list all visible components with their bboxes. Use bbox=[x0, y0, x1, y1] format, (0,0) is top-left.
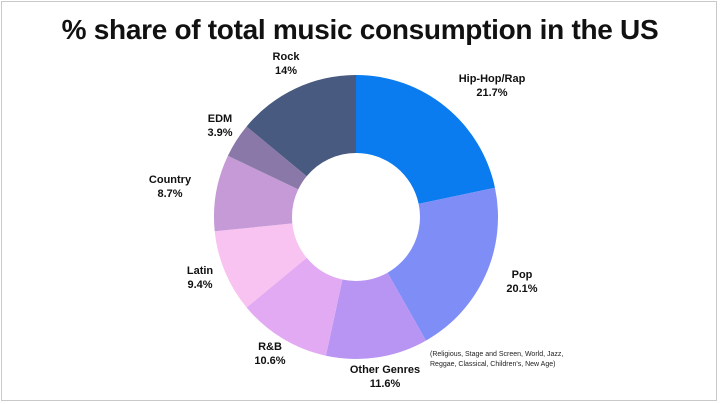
slice-name: EDM bbox=[207, 113, 233, 125]
slice-name: Pop bbox=[511, 269, 533, 281]
donut-slice-rock bbox=[246, 75, 356, 177]
donut-slice-other-genres bbox=[325, 272, 426, 359]
donut-slice-r-b bbox=[246, 257, 343, 356]
slice-name: Rock bbox=[272, 51, 300, 63]
slice-label-edm: EDM 3.9% bbox=[190, 112, 250, 140]
donut-slice-edm bbox=[227, 126, 307, 190]
slice-name: Latin bbox=[186, 265, 214, 277]
slice-value: 8.7% bbox=[157, 188, 183, 200]
slice-value: 21.7% bbox=[476, 87, 508, 99]
donut-slice-hip-hop-rap bbox=[356, 75, 495, 204]
other-genres-note: (Religious, Stage and Screen, World, Jaz… bbox=[430, 351, 564, 368]
slice-value: 3.9% bbox=[207, 127, 233, 139]
slice-label-rnb: R&B 10.6% bbox=[240, 340, 300, 368]
slice-value: 11.6% bbox=[369, 378, 401, 390]
slice-value: 9.4% bbox=[187, 279, 213, 291]
donut-slice-country bbox=[213, 155, 299, 232]
slice-label-country: Country 8.7% bbox=[135, 173, 205, 201]
donut-slice-pop bbox=[387, 187, 499, 341]
donut-slice-latin bbox=[214, 223, 307, 308]
slice-label-hip-hop-rap: Hip-Hop/Rap 21.7% bbox=[452, 72, 532, 100]
slice-name: Other Genres bbox=[349, 364, 421, 376]
slice-label-pop: Pop 20.1% bbox=[492, 268, 552, 296]
slice-value: 10.6% bbox=[254, 355, 286, 367]
slice-label-rock: Rock 14% bbox=[256, 50, 316, 78]
slice-name: Hip-Hop/Rap bbox=[458, 73, 526, 85]
slice-label-other-genres: Other Genres 11.6% bbox=[335, 363, 435, 391]
slice-label-latin: Latin 9.4% bbox=[170, 264, 230, 292]
slice-value: 20.1% bbox=[506, 283, 538, 295]
slice-name: Country bbox=[148, 174, 192, 186]
slice-name: R&B bbox=[258, 341, 282, 353]
slice-value: 14% bbox=[274, 65, 298, 77]
chart-title: % share of total music consumption in th… bbox=[61, 14, 659, 45]
